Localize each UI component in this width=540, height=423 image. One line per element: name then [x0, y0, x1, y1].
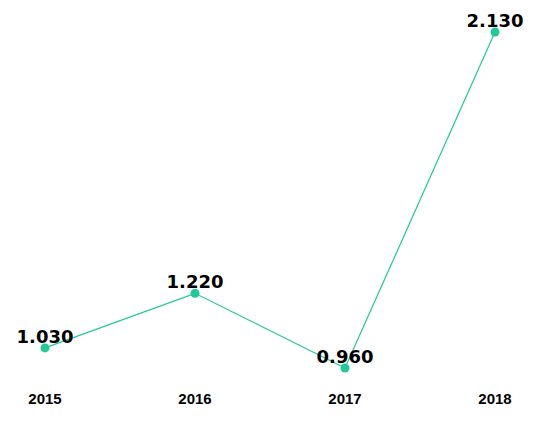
svg-text:1.030: 1.030 — [17, 326, 74, 347]
svg-text:2017: 2017 — [328, 390, 361, 407]
svg-text:2015: 2015 — [28, 390, 61, 407]
svg-text:2016: 2016 — [178, 390, 211, 407]
svg-text:2.130: 2.130 — [467, 10, 524, 31]
svg-text:0.960: 0.960 — [317, 346, 374, 367]
svg-text:2018: 2018 — [478, 390, 511, 407]
svg-text:1.220: 1.220 — [167, 271, 224, 292]
